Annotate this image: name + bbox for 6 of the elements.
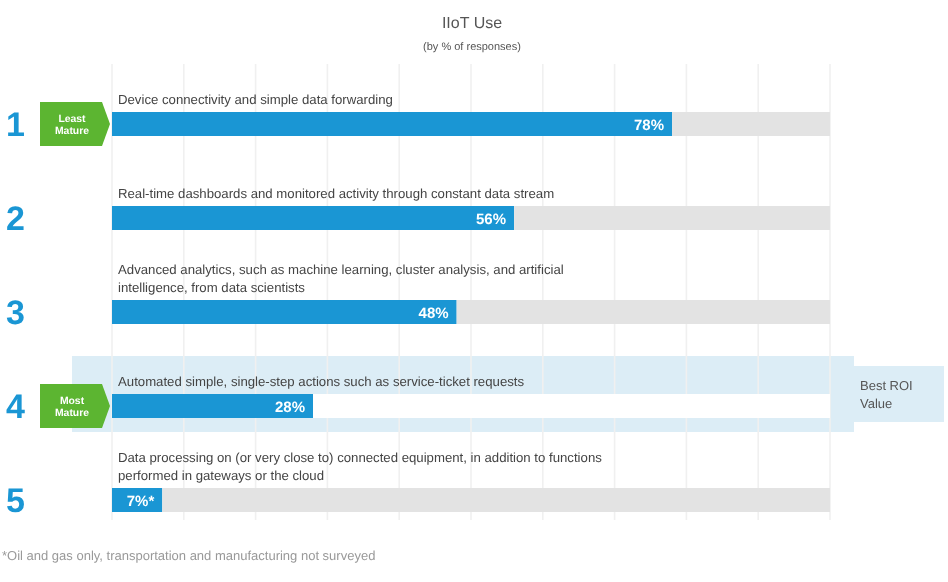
text: 2 [6, 200, 25, 238]
text: 5 [6, 482, 25, 520]
text: 4 [6, 388, 26, 426]
text: 3 [6, 294, 25, 332]
chart-title: IIoT Use [441, 14, 504, 32]
text: 1 [6, 106, 25, 144]
